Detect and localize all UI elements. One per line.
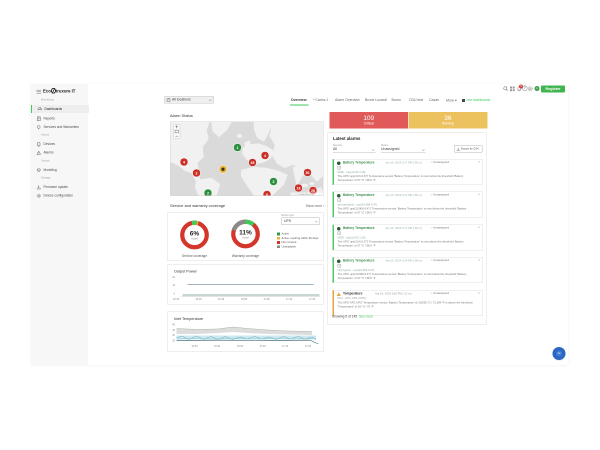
svg-text:Active: Active (191, 238, 198, 241)
svg-text:6: 6 (266, 193, 268, 196)
svg-text:4: 4 (264, 154, 266, 158)
svg-text:6%: 6% (190, 231, 200, 238)
svg-text:49: 49 (251, 161, 255, 165)
svg-text:2: 2 (207, 191, 209, 195)
svg-text:30: 30 (306, 171, 310, 175)
svg-text:2: 2 (196, 171, 198, 175)
svg-text:11%: 11% (239, 230, 252, 237)
svg-text:18: 18 (297, 186, 301, 190)
svg-text:28: 28 (311, 189, 315, 193)
svg-text:Leaflet | Map tiles: Leaflet | Map tiles (299, 193, 315, 196)
svg-text:1: 1 (237, 146, 239, 150)
svg-text:Active: Active (242, 237, 249, 240)
svg-text:4: 4 (183, 160, 185, 164)
svg-text:3: 3 (273, 180, 275, 184)
